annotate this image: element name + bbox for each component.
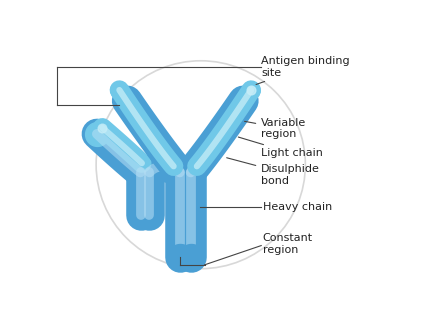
Text: Light chain: Light chain xyxy=(238,137,323,158)
Text: Heavy chain: Heavy chain xyxy=(263,202,332,212)
Text: Disulphide
bond: Disulphide bond xyxy=(227,158,320,186)
Text: Variable
region: Variable region xyxy=(244,118,306,139)
Text: Constant
region: Constant region xyxy=(263,233,313,255)
Text: Antigen binding
site: Antigen binding site xyxy=(256,56,350,84)
